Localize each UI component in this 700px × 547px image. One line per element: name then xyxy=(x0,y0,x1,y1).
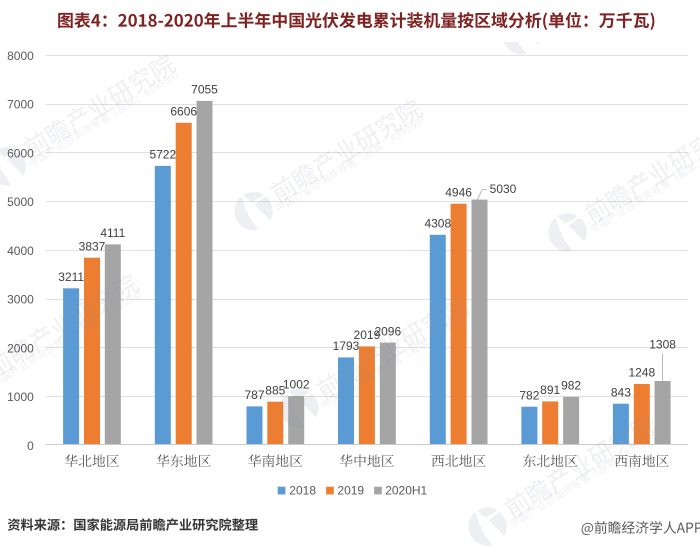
svg-text:1002: 1002 xyxy=(283,378,310,392)
svg-text:1308: 1308 xyxy=(649,338,676,352)
svg-text:4308: 4308 xyxy=(424,217,451,231)
svg-text:7055: 7055 xyxy=(191,83,218,97)
svg-text:2019: 2019 xyxy=(354,328,381,342)
svg-text:4946: 4946 xyxy=(445,185,472,199)
svg-text:982: 982 xyxy=(561,379,581,393)
svg-text:2019: 2019 xyxy=(337,484,364,498)
svg-text:782: 782 xyxy=(519,388,539,402)
svg-text:885: 885 xyxy=(265,383,285,397)
svg-text:4111: 4111 xyxy=(100,226,125,240)
svg-text:2096: 2096 xyxy=(374,324,401,338)
svg-text:1000: 1000 xyxy=(7,390,34,404)
svg-text:1248: 1248 xyxy=(628,366,655,380)
svg-text:787: 787 xyxy=(244,388,264,402)
svg-text:3211: 3211 xyxy=(58,270,84,284)
svg-text:5722: 5722 xyxy=(149,148,176,162)
svg-text:843: 843 xyxy=(611,385,631,399)
svg-text:7000: 7000 xyxy=(7,98,34,112)
svg-text:1793: 1793 xyxy=(333,339,360,353)
svg-text:0: 0 xyxy=(27,439,34,453)
svg-text:891: 891 xyxy=(540,383,560,397)
svg-text:6000: 6000 xyxy=(7,146,34,160)
svg-text:6606: 6606 xyxy=(170,105,197,119)
svg-text:2000: 2000 xyxy=(7,341,34,355)
svg-text:3837: 3837 xyxy=(79,239,106,253)
svg-text:4000: 4000 xyxy=(7,244,34,258)
svg-text:2018: 2018 xyxy=(289,484,316,498)
svg-text:5000: 5000 xyxy=(7,195,34,209)
svg-text:5030: 5030 xyxy=(490,182,517,196)
svg-text:3000: 3000 xyxy=(7,293,34,307)
svg-text:8000: 8000 xyxy=(7,49,34,63)
svg-text:2020H1: 2020H1 xyxy=(385,484,427,498)
